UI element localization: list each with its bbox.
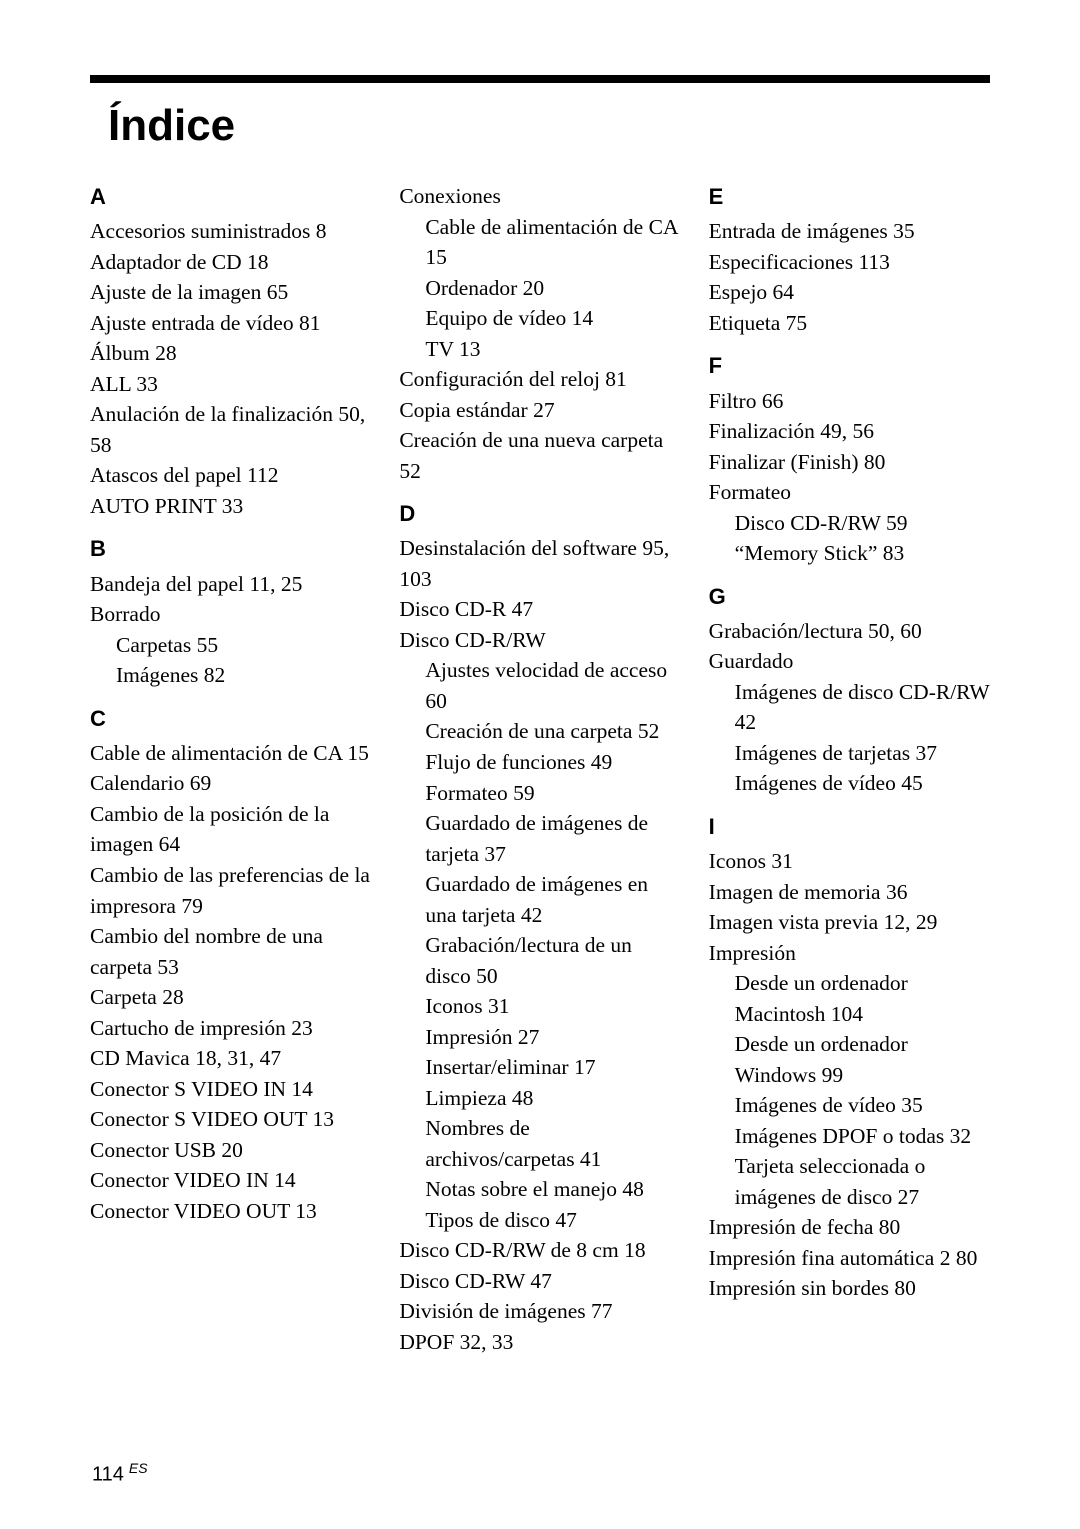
index-entry: Filtro 66 [709, 386, 990, 417]
index-entry: Disco CD-R/RW [399, 625, 680, 656]
index-columns: A Accesorios suministrados 8 Adaptador d… [90, 181, 990, 1357]
index-entry: Entrada de imágenes 35 [709, 216, 990, 247]
index-subentry: “Memory Stick” 83 [709, 538, 990, 569]
letter-b: B [90, 533, 371, 564]
letter-c: C [90, 703, 371, 734]
index-entry: Impresión fina automática 2 80 [709, 1243, 990, 1274]
index-entry: Conector VIDEO OUT 13 [90, 1196, 371, 1227]
index-subentry: Imágenes de tarjetas 37 [709, 738, 990, 769]
index-subentry: Imágenes de vídeo 45 [709, 768, 990, 799]
index-subentry: Desde un ordenador Windows 99 [709, 1029, 990, 1090]
index-entry: División de imágenes 77 [399, 1296, 680, 1327]
index-entry: Imagen de memoria 36 [709, 877, 990, 908]
index-subentry: Desde un ordenador Macintosh 104 [709, 968, 990, 1029]
index-entry: Ajuste de la imagen 65 [90, 277, 371, 308]
index-entry: Impresión de fecha 80 [709, 1212, 990, 1243]
index-entry: Imagen vista previa 12, 29 [709, 907, 990, 938]
index-subentry: Impresión 27 [399, 1022, 680, 1053]
index-entry: Espejo 64 [709, 277, 990, 308]
index-entry: Disco CD-RW 47 [399, 1266, 680, 1297]
index-subentry: Guardado de imágenes en una tarjeta 42 [399, 869, 680, 930]
index-entry: Conector VIDEO IN 14 [90, 1165, 371, 1196]
index-subentry: Cable de alimentación de CA 15 [399, 212, 680, 273]
index-entry: Configuración del reloj 81 [399, 364, 680, 395]
index-entry: AUTO PRINT 33 [90, 491, 371, 522]
index-subentry: TV 13 [399, 334, 680, 365]
index-subentry: Ajustes velocidad de acceso 60 [399, 655, 680, 716]
index-subentry: Tipos de disco 47 [399, 1205, 680, 1236]
index-entry: Cartucho de impresión 23 [90, 1013, 371, 1044]
index-entry: ALL 33 [90, 369, 371, 400]
index-entry: Conector USB 20 [90, 1135, 371, 1166]
index-entry: Carpeta 28 [90, 982, 371, 1013]
index-entry: Conexiones [399, 181, 680, 212]
index-entry: Grabación/lectura 50, 60 [709, 616, 990, 647]
top-rule [90, 75, 990, 83]
index-subentry: Imágenes DPOF o todas 32 [709, 1121, 990, 1152]
index-subentry: Imágenes de vídeo 35 [709, 1090, 990, 1121]
index-subentry: Disco CD-R/RW 59 [709, 508, 990, 539]
page-lang: ES [129, 1460, 148, 1476]
index-subentry: Notas sobre el manejo 48 [399, 1174, 680, 1205]
page-title: Índice [108, 101, 990, 151]
index-subentry: Imágenes de disco CD-R/RW 42 [709, 677, 990, 738]
index-entry: Cambio de la posición de la imagen 64 [90, 799, 371, 860]
index-subentry: Imágenes 82 [90, 660, 371, 691]
index-entry: Conector S VIDEO IN 14 [90, 1074, 371, 1105]
letter-g: G [709, 581, 990, 612]
index-entry: Finalización 49, 56 [709, 416, 990, 447]
page-number: 114 [92, 1464, 124, 1486]
index-entry: Ajuste entrada de vídeo 81 [90, 308, 371, 339]
page-footer: 114 ES [92, 1460, 148, 1487]
index-entry: Especificaciones 113 [709, 247, 990, 278]
letter-a: A [90, 181, 371, 212]
index-subentry: Grabación/lectura de un disco 50 [399, 930, 680, 991]
index-entry: Bandeja del papel 11, 25 [90, 569, 371, 600]
index-entry: Disco CD-R 47 [399, 594, 680, 625]
index-subentry: Guardado de imágenes de tarjeta 37 [399, 808, 680, 869]
index-entry: Impresión sin bordes 80 [709, 1273, 990, 1304]
index-entry: Anulación de la finalización 50, 58 [90, 399, 371, 460]
index-entry: Impresión [709, 938, 990, 969]
index-entry: Creación de una nueva carpeta 52 [399, 425, 680, 486]
index-entry: Etiqueta 75 [709, 308, 990, 339]
index-entry: Cable de alimentación de CA 15 [90, 738, 371, 769]
letter-f: F [709, 350, 990, 381]
index-entry: Accesorios suministrados 8 [90, 216, 371, 247]
index-entry: CD Mavica 18, 31, 47 [90, 1043, 371, 1074]
index-subentry: Formateo 59 [399, 778, 680, 809]
column-1: A Accesorios suministrados 8 Adaptador d… [90, 181, 371, 1357]
index-entry: Cambio del nombre de una carpeta 53 [90, 921, 371, 982]
index-subentry: Tarjeta seleccionada o imágenes de disco… [709, 1151, 990, 1212]
index-subentry: Carpetas 55 [90, 630, 371, 661]
index-entry: Finalizar (Finish) 80 [709, 447, 990, 478]
letter-e: E [709, 181, 990, 212]
index-entry: Formateo [709, 477, 990, 508]
index-entry: Atascos del papel 112 [90, 460, 371, 491]
index-entry: Iconos 31 [709, 846, 990, 877]
index-entry: Disco CD-R/RW de 8 cm 18 [399, 1235, 680, 1266]
index-entry: DPOF 32, 33 [399, 1327, 680, 1358]
index-entry: Guardado [709, 646, 990, 677]
index-entry: Calendario 69 [90, 768, 371, 799]
index-entry: Conector S VIDEO OUT 13 [90, 1104, 371, 1135]
index-entry: Adaptador de CD 18 [90, 247, 371, 278]
index-subentry: Limpieza 48 [399, 1083, 680, 1114]
index-entry: Borrado [90, 599, 371, 630]
index-entry: Copia estándar 27 [399, 395, 680, 426]
index-subentry: Nombres de archivos/carpetas 41 [399, 1113, 680, 1174]
column-3: E Entrada de imágenes 35 Especificacione… [709, 181, 990, 1357]
letter-d: D [399, 498, 680, 529]
index-subentry: Creación de una carpeta 52 [399, 716, 680, 747]
index-subentry: Ordenador 20 [399, 273, 680, 304]
index-subentry: Flujo de funciones 49 [399, 747, 680, 778]
index-subentry: Insertar/eliminar 17 [399, 1052, 680, 1083]
index-entry: Álbum 28 [90, 338, 371, 369]
column-2: Conexiones Cable de alimentación de CA 1… [399, 181, 680, 1357]
index-subentry: Equipo de vídeo 14 [399, 303, 680, 334]
letter-i: I [709, 811, 990, 842]
index-subentry: Iconos 31 [399, 991, 680, 1022]
index-entry: Desinstalación del software 95, 103 [399, 533, 680, 594]
index-entry: Cambio de las preferencias de la impreso… [90, 860, 371, 921]
